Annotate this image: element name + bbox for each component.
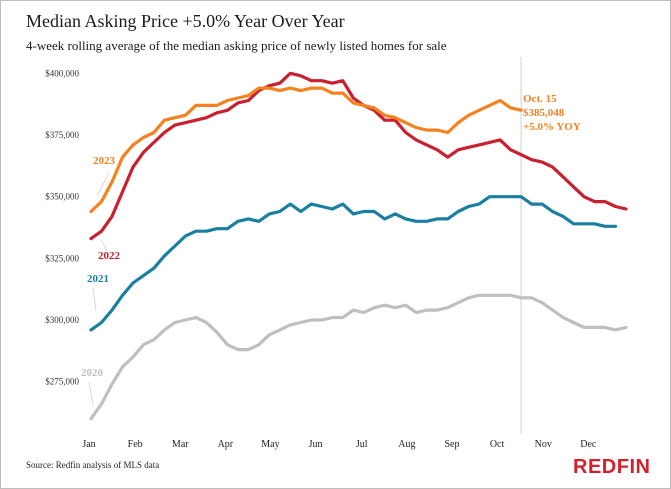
x-tick-label: Mar [172,439,189,450]
x-tick-label: Nov [535,439,552,450]
redfin-logo: REDFIN [573,456,651,478]
y-tick-label: $375,000 [45,130,79,140]
series-line-2022 [89,71,628,241]
series-label-leader [88,381,94,406]
x-tick-label: Jul [356,439,368,450]
x-tick-label: May [261,439,279,450]
series-label-2023: 2023 [93,155,116,167]
y-tick-label: $325,000 [45,253,79,263]
x-tick-label: Feb [128,439,143,450]
x-tick-label: Jan [82,439,95,450]
source-note: Source: Redfin analysis of MLS data [26,460,160,470]
y-tick-label: $400,000 [45,68,79,78]
x-tick-label: Dec [580,439,597,450]
x-tick-label: Jun [309,439,323,450]
y-tick-label: $350,000 [45,192,79,202]
x-tick-label: Aug [398,439,415,450]
x-tick-label: Sep [444,439,459,450]
series-label-leader [100,238,108,252]
x-tick-label: Oct [490,439,505,450]
series-label-2020: 2020 [81,367,104,379]
y-tick-label: $275,000 [45,377,79,387]
chart-title: Median Asking Price +5.0% Year Over Year [26,11,345,31]
x-tick-label: Apr [218,439,234,450]
annotation-line: $385,048 [523,107,565,119]
series-line-2023 [89,86,523,214]
annotation-line: +5.0% YOY [523,121,581,133]
series-label-leader [92,287,97,312]
series-label-leader [96,172,110,197]
y-tick-label: $300,000 [45,315,79,325]
chart-subtitle: 4-week rolling average of the median ask… [26,38,447,53]
series-line-2020 [89,293,628,421]
series-label-2021: 2021 [87,273,109,285]
annotation-line: Oct. 15 [523,93,557,105]
series-label-2022: 2022 [98,250,121,262]
series-line-2021 [89,195,618,332]
